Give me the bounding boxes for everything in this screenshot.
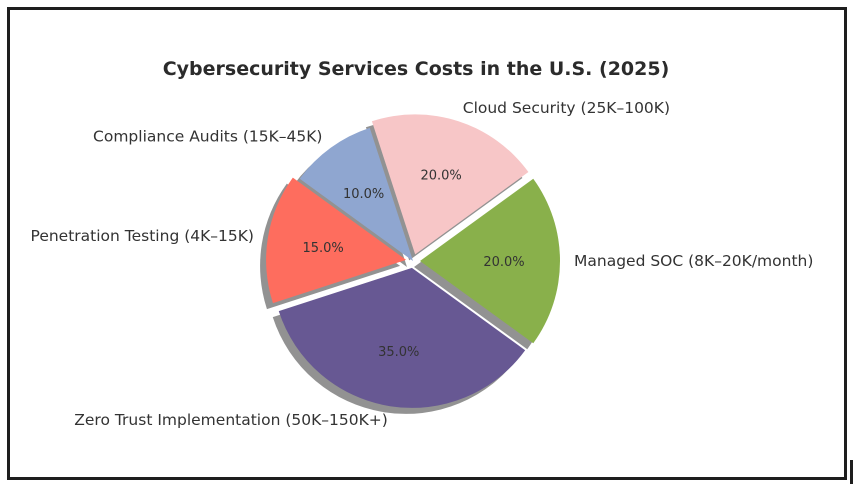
wedge-zero (278, 267, 526, 408)
slice-label-compliance: Compliance Audits (15K–45K) (93, 127, 322, 145)
wedge-managed (420, 178, 561, 344)
wedge-compliance (299, 127, 413, 262)
slice-label-managed: Managed SOC (8K–20K/month) (574, 252, 813, 270)
label-layer: 20.0% Cloud Security (25K–100K) 10.0% Compl… (31, 99, 814, 429)
pct-label-compliance: 10.0% (343, 187, 384, 202)
wedge-penetration (266, 177, 407, 304)
slice-label-penetration: Penetration Testing (4K–15K) (31, 227, 254, 245)
pct-label-penetration: 15.0% (302, 241, 343, 256)
slice-label-zero: Zero Trust Implementation (50K–150K+) (74, 411, 388, 429)
chart-title: Cybersecurity Services Costs in the U.S.… (163, 58, 670, 80)
text-cursor (850, 460, 853, 484)
wedge-cloud (371, 114, 529, 255)
pct-label-managed: 20.0% (483, 255, 524, 270)
slice-label-cloud: Cloud Security (25K–100K) (463, 99, 670, 117)
pct-label-zero: 35.0% (378, 345, 419, 360)
wedge-layer (266, 114, 561, 408)
pct-label-cloud: 20.0% (420, 168, 461, 183)
